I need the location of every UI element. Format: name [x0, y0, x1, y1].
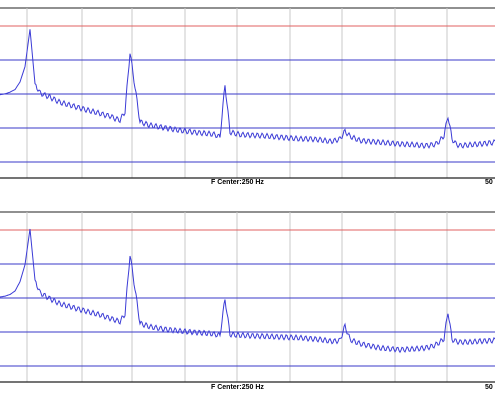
x-axis-label-bottom: F Center:250 Hz [211, 384, 264, 391]
x-axis-end-label-top: 50 [485, 179, 493, 186]
spectrum-plot-bottom [0, 211, 495, 383]
spectrum-panel-bottom: F Center:250 Hz 50 [0, 204, 495, 400]
x-axis-end-label-bottom: 50 [485, 384, 493, 391]
spectrum-trace-top [0, 29, 495, 150]
spectrum-plot-top [0, 7, 495, 179]
spectrum-trace-bottom [0, 228, 495, 354]
x-axis-label-top: F Center:250 Hz [211, 179, 264, 186]
spectrum-panel-top: F Center:250 Hz 50 [0, 0, 495, 196]
